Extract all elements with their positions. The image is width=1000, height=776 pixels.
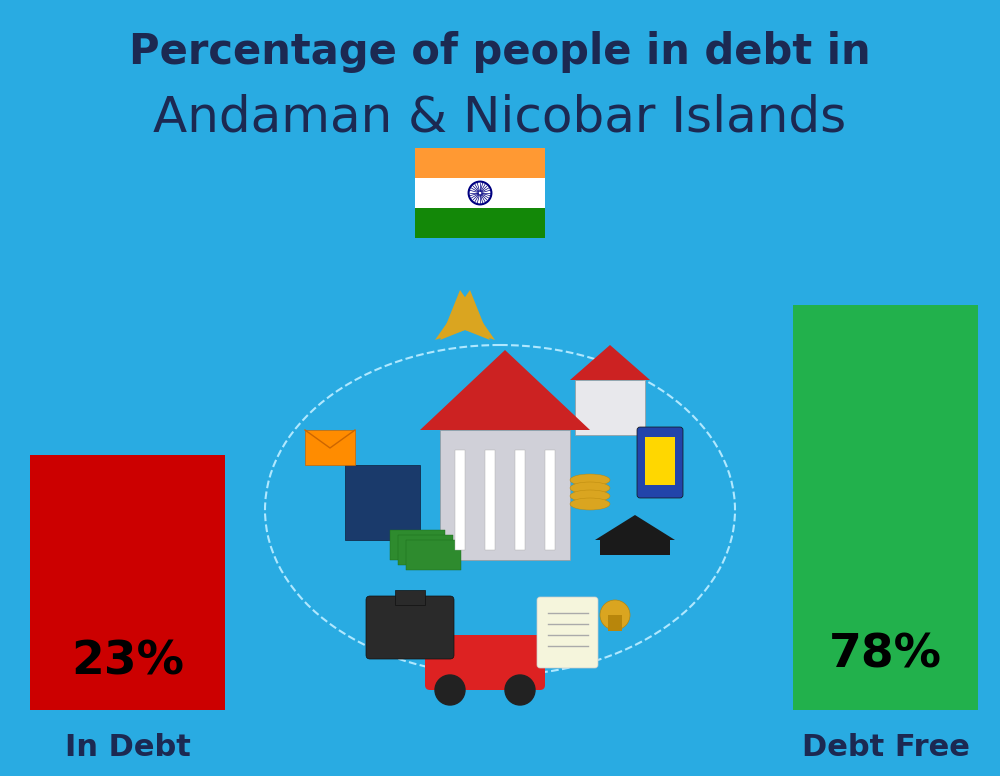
- Bar: [455, 450, 465, 550]
- Ellipse shape: [570, 498, 610, 510]
- Bar: [485, 450, 495, 550]
- Bar: [30, 455, 225, 710]
- Bar: [398, 535, 453, 565]
- Polygon shape: [600, 540, 670, 555]
- FancyBboxPatch shape: [366, 596, 454, 659]
- Ellipse shape: [570, 474, 610, 486]
- Polygon shape: [440, 290, 495, 340]
- Text: Debt Free: Debt Free: [802, 733, 969, 763]
- Bar: [390, 530, 445, 560]
- Bar: [305, 430, 355, 465]
- Bar: [415, 208, 545, 238]
- Ellipse shape: [570, 482, 610, 494]
- Bar: [645, 437, 675, 485]
- Polygon shape: [435, 290, 490, 340]
- Circle shape: [600, 600, 630, 630]
- Bar: [395, 590, 425, 605]
- Text: 23%: 23%: [71, 639, 184, 684]
- Bar: [575, 380, 645, 435]
- Bar: [793, 305, 978, 710]
- Text: 78%: 78%: [829, 632, 942, 677]
- Text: Andaman & Nicobar Islands: Andaman & Nicobar Islands: [153, 94, 847, 142]
- Polygon shape: [595, 515, 675, 540]
- Text: In Debt: In Debt: [65, 733, 190, 763]
- Text: Percentage of people in debt in: Percentage of people in debt in: [129, 31, 871, 73]
- Polygon shape: [570, 345, 650, 380]
- Bar: [415, 148, 545, 178]
- Ellipse shape: [570, 490, 610, 502]
- Bar: [608, 615, 622, 631]
- Bar: [406, 540, 461, 570]
- Polygon shape: [420, 350, 590, 430]
- Bar: [440, 430, 570, 560]
- Circle shape: [435, 675, 465, 705]
- FancyBboxPatch shape: [637, 427, 683, 498]
- Bar: [545, 450, 555, 550]
- Bar: [515, 450, 525, 550]
- FancyBboxPatch shape: [537, 597, 598, 668]
- Circle shape: [505, 675, 535, 705]
- FancyBboxPatch shape: [425, 635, 545, 690]
- Bar: [345, 465, 420, 540]
- Bar: [415, 178, 545, 208]
